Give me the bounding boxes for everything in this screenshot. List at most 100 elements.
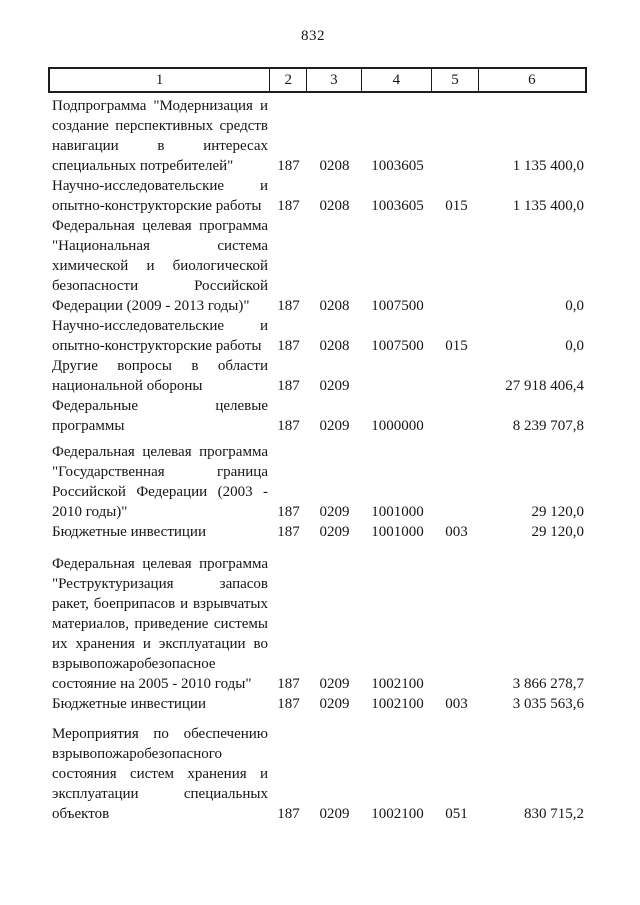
row-name-line: Федеральные целевые bbox=[52, 398, 268, 414]
row-name-line: "Национальная система bbox=[52, 238, 268, 254]
row-col4: 1007500 bbox=[371, 298, 424, 314]
page-number: 832 bbox=[301, 28, 325, 44]
row-col2: 187 bbox=[277, 524, 300, 540]
row-name-line: Научно-исследовательские и bbox=[52, 318, 268, 334]
row-name-cell: Федеральная целевая программа "Национальн… bbox=[48, 216, 270, 316]
row-col3: 0209 bbox=[319, 418, 350, 434]
row-name-cell: Бюджетные инвестиции bbox=[48, 522, 270, 542]
table-row: Бюджетные инвестиции 187 0209 1001000 003 29 … bbox=[48, 522, 587, 542]
row-name-line: их хранения и эксплуатации во bbox=[52, 636, 268, 652]
row-col6: 29 120,0 bbox=[531, 524, 585, 540]
row-col6: 29 120,0 bbox=[531, 504, 585, 520]
row-name-line: Бюджетные инвестиции bbox=[52, 524, 206, 540]
row-col6: 830 715,2 bbox=[524, 806, 584, 822]
row-name-line: состояние на 2005 - 2010 годы" bbox=[52, 676, 252, 692]
row-col4: 1003605 bbox=[371, 158, 424, 174]
row-name-cell: Другие вопросы в области национальной обо… bbox=[48, 356, 270, 396]
row-name-line: безопасности Российской bbox=[52, 278, 268, 294]
row-col5: 015 bbox=[445, 198, 468, 214]
row-name-line: Федеральная целевая программа bbox=[52, 444, 268, 460]
row-col6: 0,0 bbox=[565, 338, 584, 354]
row-col5: 051 bbox=[445, 806, 468, 822]
table-row: Другие вопросы в области национальной обо… bbox=[48, 356, 587, 396]
row-name-cell: Подпрограмма "Модернизация и создание пер… bbox=[48, 96, 270, 176]
row-col3: 0209 bbox=[319, 504, 350, 520]
row-col4: 1001000 bbox=[371, 504, 424, 520]
row-name-cell: Бюджетные инвестиции bbox=[48, 694, 270, 714]
row-name-line: взрывопожаробезопасное bbox=[52, 656, 216, 672]
row-col2: 187 bbox=[277, 198, 300, 214]
row-name-line: химической и биологической bbox=[52, 258, 268, 274]
row-col3: 0209 bbox=[319, 676, 350, 692]
table-row: Мероприятия по обеспечению взрывопожаробе… bbox=[48, 724, 587, 824]
row-name-line: 2010 годы)" bbox=[52, 504, 128, 520]
row-name-line: национальной обороны bbox=[52, 378, 203, 394]
row-name-line: Федерации (2009 - 2013 годы)" bbox=[52, 298, 250, 314]
row-name-line: Научно-исследовательские и bbox=[52, 178, 268, 194]
row-col6: 3 035 563,6 bbox=[512, 696, 584, 712]
row-col3: 0208 bbox=[319, 338, 350, 354]
row-col4: 1002100 bbox=[371, 676, 424, 692]
row-name-line: создание перспективных средств bbox=[52, 118, 268, 134]
row-col6: 1 135 400,0 bbox=[512, 158, 584, 174]
row-col3: 0209 bbox=[319, 696, 350, 712]
row-name-line: Федеральная целевая программа bbox=[52, 218, 268, 234]
header-cell-1: 1 bbox=[50, 69, 271, 91]
row-name-line: Подпрограмма "Модернизация и bbox=[52, 98, 268, 114]
row-col6: 1 135 400,0 bbox=[512, 198, 584, 214]
row-name-line: навигации в интересах bbox=[52, 138, 268, 154]
row-name-line: Другие вопросы в области bbox=[52, 358, 268, 374]
row-col2: 187 bbox=[277, 158, 300, 174]
row-col2: 187 bbox=[277, 696, 300, 712]
row-name-line: взрывопожаробезопасного bbox=[52, 746, 223, 762]
row-col2: 187 bbox=[277, 676, 300, 692]
row-name-line: материалов, приведение системы bbox=[52, 616, 268, 632]
row-name-cell: Федеральная целевая программа "Государств… bbox=[48, 442, 270, 522]
header-cell-5: 5 bbox=[432, 69, 479, 91]
header-cell-6: 6 bbox=[528, 71, 536, 88]
header-cell-3: 3 bbox=[307, 69, 362, 91]
row-name-line: эксплуатации специальных bbox=[52, 786, 268, 802]
table-rows: Подпрограмма "Модернизация и создание пер… bbox=[48, 96, 587, 824]
row-name-line: Российской Федерации (2003 - bbox=[52, 484, 268, 500]
row-col4: 1002100 bbox=[371, 696, 424, 712]
row-name-line: специальных потребителей" bbox=[52, 158, 234, 174]
row-name-line: Федеральная целевая программа bbox=[52, 556, 268, 572]
row-name-line: Бюджетные инвестиции bbox=[52, 696, 206, 712]
row-col3: 0209 bbox=[319, 806, 350, 822]
row-name-line: программы bbox=[52, 418, 125, 434]
row-col5: 015 bbox=[445, 338, 468, 354]
table-row: Федеральная целевая программа "Реструктур… bbox=[48, 554, 587, 694]
row-col2: 187 bbox=[277, 298, 300, 314]
row-col4: 1003605 bbox=[371, 198, 424, 214]
row-name-line: "Государственная граница bbox=[52, 464, 268, 480]
row-col6: 27 918 406,4 bbox=[505, 378, 584, 394]
table-row: Научно-исследовательские и опытно-констру… bbox=[48, 316, 587, 356]
row-col2: 187 bbox=[277, 338, 300, 354]
row-col4: 1001000 bbox=[371, 524, 424, 540]
row-col3: 0209 bbox=[319, 378, 350, 394]
row-name-line: объектов bbox=[52, 806, 110, 822]
row-name-line: состояния систем хранения и bbox=[52, 766, 268, 782]
table-row: Бюджетные инвестиции 187 0209 1002100 003 3 0… bbox=[48, 694, 587, 714]
header-cell-4: 4 bbox=[362, 69, 433, 91]
table-row: Федеральная целевая программа "Национальн… bbox=[48, 216, 587, 316]
row-col3: 0209 bbox=[319, 524, 350, 540]
row-col6: 0,0 bbox=[565, 298, 584, 314]
row-col4: 1002100 bbox=[371, 806, 424, 822]
row-name-cell: Научно-исследовательские и опытно-констру… bbox=[48, 176, 270, 216]
row-name-cell: Научно-исследовательские и опытно-констру… bbox=[48, 316, 270, 356]
row-name-line: опытно-конструкторские работы bbox=[52, 198, 262, 214]
table-row: Научно-исследовательские и опытно-констру… bbox=[48, 176, 587, 216]
row-col2: 187 bbox=[277, 418, 300, 434]
row-col3: 0208 bbox=[319, 298, 350, 314]
row-col6: 3 866 278,7 bbox=[512, 676, 584, 692]
row-name-line: ракет, боеприпасов и взрывчатых bbox=[52, 596, 268, 612]
row-col4: 1007500 bbox=[371, 338, 424, 354]
table-row: Федеральные целевые программы 187 0209 10000… bbox=[48, 396, 587, 436]
row-col5: 003 bbox=[445, 524, 468, 540]
row-col2: 187 bbox=[277, 504, 300, 520]
header-cell-2: 2 bbox=[270, 69, 308, 91]
